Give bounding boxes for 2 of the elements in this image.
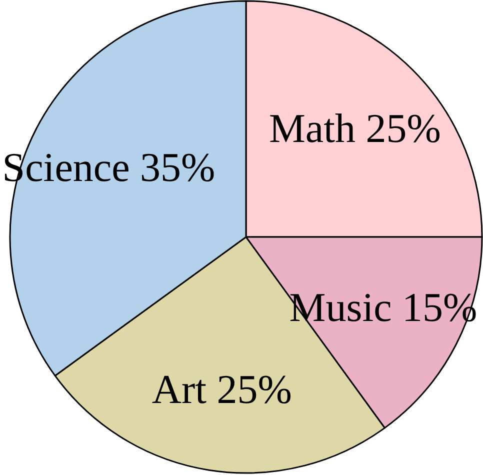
slice-label: Art 25% (152, 366, 292, 412)
slice-label: Math 25% (268, 105, 441, 152)
